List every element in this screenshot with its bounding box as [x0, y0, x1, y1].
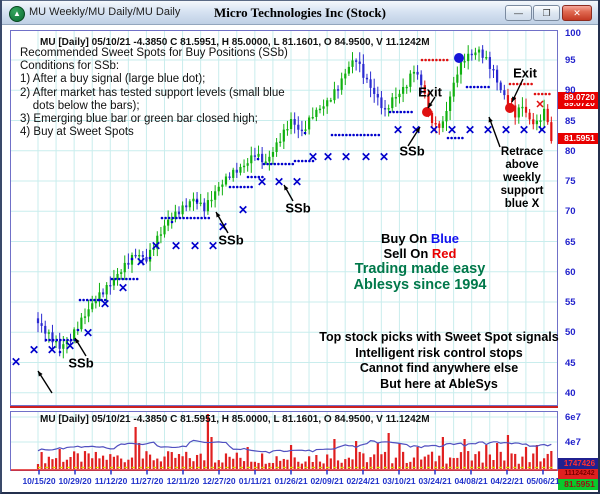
conditions-text-block: Recommended Sweet Spots for Buy Position… [20, 47, 288, 139]
x-axis-label: 02/09/21 [310, 476, 344, 486]
promo-tagline-2: Ablesys since 1994 [353, 277, 487, 293]
app-logo-icon: ▲ [9, 6, 25, 22]
sell-on-text: Sell On [383, 246, 432, 261]
x-axis-label: 05/06/21 [526, 476, 560, 486]
exit-label: Exit [513, 65, 537, 81]
y-axis-label: 80 [565, 145, 576, 157]
chart-title: Micro Technologies Inc (Stock) [213, 5, 386, 20]
volume-scale-label: 6e7 [565, 412, 581, 423]
retrace-annotation: Retrace above weekly support blue X [500, 146, 544, 210]
y-axis-label: 50 [565, 327, 576, 339]
x-axis-label: 02/24/21 [346, 476, 380, 486]
ssb-label: SSb [285, 200, 311, 216]
stop-price-badge: 89.0720 [558, 92, 598, 103]
x-axis-label: 04/22/21 [490, 476, 524, 486]
x-axis-label: 12/27/20 [202, 476, 236, 486]
close-price-badge-green: 81.5951 [558, 479, 598, 490]
volume-quote-header: MU [Daily] 05/10/21 -4.3850 C 81.5951, H… [40, 414, 430, 425]
promo-feature-line: Cannot find anywhere else [359, 361, 519, 375]
x-axis-label: 04/08/21 [454, 476, 488, 486]
conditions-line: 2) After market has tested support level… [20, 86, 285, 99]
conditions-line: Conditions for SSb: [20, 60, 120, 73]
volume-scale-label: 4e7 [565, 437, 581, 448]
price-chart-panel[interactable] [10, 30, 558, 406]
ssb-label: SSb [218, 232, 244, 248]
y-axis-label: 70 [565, 206, 576, 218]
x-axis-label: 01/11/21 [238, 476, 272, 486]
x-axis-label: 12/11/20 [166, 476, 200, 486]
x-axis-label: 10/29/20 [58, 476, 92, 486]
y-axis-label: 100 [565, 28, 581, 39]
y-axis-label: 95 [565, 55, 576, 66]
stop-price-badge-partial: 89.0720 [558, 103, 598, 109]
x-axis-label: 03/24/21 [418, 476, 452, 486]
buy-on-text: Buy On [380, 231, 431, 246]
y-axis-label: 85 [565, 115, 576, 127]
y-axis-label: 40 [565, 387, 576, 399]
y-axis-label: 55 [565, 297, 576, 308]
conditions-line: 3) Emerging blue bar or green bar closed… [20, 113, 258, 126]
promo-feature-line: Top stock picks with Sweet Spot signals [319, 330, 559, 344]
window-title: MU Weekly/MU Daily/MU Daily [29, 6, 181, 18]
conditions-line: 1) After a buy signal (large blue dot); [20, 73, 206, 86]
buy-blue-word: Blue [430, 231, 460, 246]
promo-feature-block: Top stock picks with Sweet Spot signals … [319, 330, 558, 392]
minimize-button[interactable]: — [505, 5, 532, 21]
x-axis-label: 01/26/21 [274, 476, 308, 486]
x-axis-label: 11/27/20 [130, 476, 164, 486]
y-axis-label: 60 [565, 266, 576, 278]
y-axis-label: 65 [565, 236, 576, 248]
x-axis-label: 03/10/21 [382, 476, 416, 486]
x-axis-label: 11/12/20 [94, 476, 128, 486]
ssb-label: SSb [399, 143, 425, 159]
panel-divider [10, 406, 558, 408]
x-axis-label: 10/15/20 [22, 476, 56, 486]
conditions-line: Recommended Sweet Spots for Buy Position… [20, 47, 288, 59]
volume-value-badge: 1747426 [558, 458, 598, 469]
promo-tagline-1: Trading made easy [354, 261, 486, 277]
last-price-badge: 81.5951 [558, 133, 598, 144]
sell-red-word: Red [431, 246, 457, 261]
conditions-line: dots below the bars); [20, 99, 140, 112]
volume-value-badge-red: 11124242 [558, 469, 598, 479]
conditions-line: 4) Buy at Sweet Spots [20, 126, 134, 139]
close-button[interactable]: ✕ [562, 5, 592, 21]
promo-buy-sell-block: Buy On Blue Sell On Red Trading made eas… [353, 231, 486, 293]
y-axis-label: 90 [565, 85, 576, 97]
promo-feature-line: But here at AbleSys [380, 376, 498, 391]
window-titlebar[interactable]: ▲ MU Weekly/MU Daily/MU Daily Micro Tech… [2, 0, 598, 25]
y-axis-label: 45 [565, 357, 576, 369]
promo-feature-line: Intelligent risk control stops [355, 345, 523, 360]
price-quote-header: MU [Daily] 05/10/21 -4.3850 C 81.5951, H… [40, 37, 430, 48]
exit-label: Exit [418, 84, 442, 100]
maximize-button[interactable]: ❐ [533, 5, 560, 21]
y-axis-label: 75 [565, 176, 576, 187]
ssb-label: SSb [68, 355, 94, 371]
